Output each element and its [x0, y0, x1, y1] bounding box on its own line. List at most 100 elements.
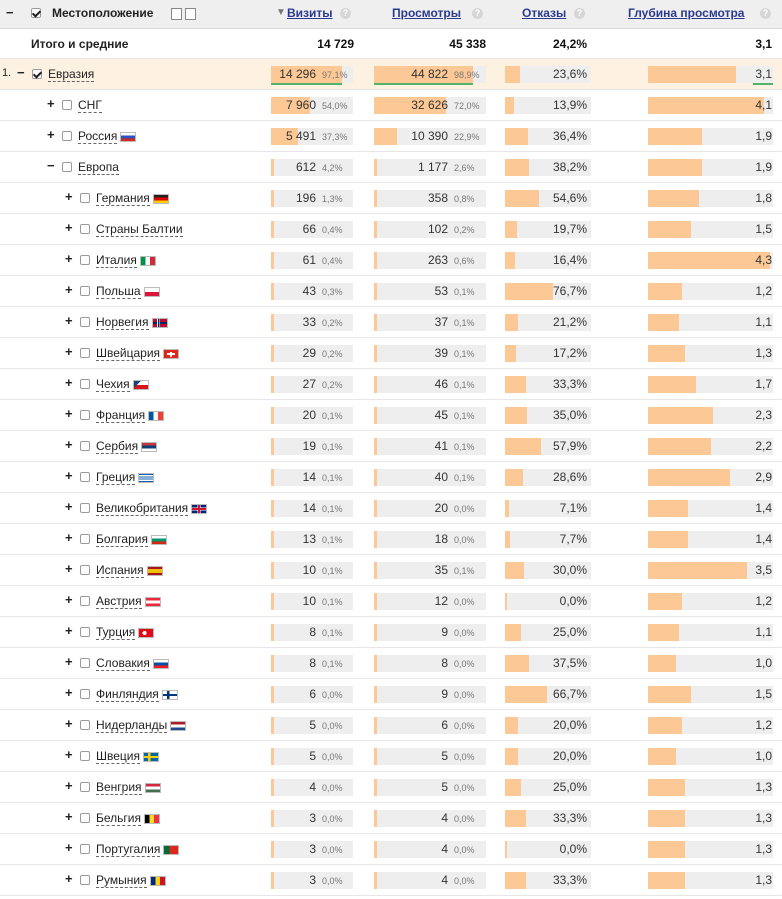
- table-row[interactable]: + Нидерланды 5 0,0% 6 0,0% 20,0% 1,2: [0, 710, 782, 741]
- table-row[interactable]: + СНГ 7 960 54,0% 32 626 72,0% 13,9% 4,1: [0, 90, 782, 121]
- row-checkbox[interactable]: [80, 813, 90, 823]
- expand-toggle[interactable]: +: [65, 685, 73, 700]
- row-checkbox[interactable]: [80, 689, 90, 699]
- expand-toggle[interactable]: +: [65, 530, 73, 545]
- location-name-link[interactable]: Италия: [96, 253, 137, 268]
- row-checkbox[interactable]: [80, 317, 90, 327]
- expand-toggle[interactable]: +: [65, 871, 73, 886]
- row-checkbox[interactable]: [80, 875, 90, 885]
- expand-toggle[interactable]: +: [65, 840, 73, 855]
- table-view-icon[interactable]: [185, 8, 196, 20]
- collapse-all-toggle[interactable]: −: [6, 5, 14, 20]
- location-name-link[interactable]: Турция: [96, 625, 136, 640]
- table-row[interactable]: + Франция 20 0,1% 45 0,1% 35,0% 2,3: [0, 400, 782, 431]
- location-name-link[interactable]: Австрия: [96, 594, 142, 609]
- row-checkbox[interactable]: [62, 131, 72, 141]
- expand-toggle[interactable]: +: [65, 809, 73, 824]
- export-icon[interactable]: [171, 8, 182, 20]
- row-checkbox[interactable]: [80, 379, 90, 389]
- help-icon[interactable]: ?: [574, 8, 585, 19]
- location-name-link[interactable]: Германия: [96, 191, 150, 206]
- row-checkbox[interactable]: [80, 844, 90, 854]
- help-icon[interactable]: ?: [340, 8, 351, 19]
- expand-toggle[interactable]: +: [65, 778, 73, 793]
- table-row[interactable]: + Чехия 27 0,2% 46 0,1% 33,3% 1,7: [0, 369, 782, 400]
- row-checkbox[interactable]: [80, 782, 90, 792]
- help-icon[interactable]: ?: [472, 8, 483, 19]
- row-checkbox[interactable]: [80, 751, 90, 761]
- location-name-link[interactable]: Россия: [78, 129, 118, 144]
- row-checkbox[interactable]: [80, 720, 90, 730]
- column-views-header[interactable]: Просмотры: [392, 6, 462, 20]
- expand-toggle[interactable]: +: [65, 282, 73, 297]
- location-name-link[interactable]: Португалия: [96, 842, 161, 857]
- row-checkbox[interactable]: [80, 627, 90, 637]
- expand-toggle[interactable]: +: [65, 406, 73, 421]
- location-name-link[interactable]: Румыния: [96, 873, 147, 888]
- row-checkbox[interactable]: [80, 565, 90, 575]
- expand-toggle[interactable]: +: [65, 344, 73, 359]
- expand-toggle[interactable]: +: [65, 747, 73, 762]
- expand-toggle[interactable]: +: [65, 499, 73, 514]
- table-row[interactable]: + Австрия 10 0,1% 12 0,0% 0,0% 1,2: [0, 586, 782, 617]
- expand-toggle[interactable]: +: [65, 251, 73, 266]
- row-checkbox[interactable]: [80, 441, 90, 451]
- location-name-link[interactable]: Норвегия: [96, 315, 149, 330]
- row-checkbox[interactable]: [80, 410, 90, 420]
- location-name-link[interactable]: Чехия: [96, 377, 130, 392]
- table-row[interactable]: + Турция 8 0,1% 9 0,0% 25,0% 1,1: [0, 617, 782, 648]
- table-row[interactable]: + Швейцария 29 0,2% 39 0,1% 17,2% 1,3: [0, 338, 782, 369]
- table-row[interactable]: + Италия 61 0,4% 263 0,6% 16,4% 4,3: [0, 245, 782, 276]
- table-row[interactable]: + Страны Балтии 66 0,4% 102 0,2% 19,7% 1,5: [0, 214, 782, 245]
- table-row[interactable]: + Испания 10 0,1% 35 0,1% 30,0% 3,5: [0, 555, 782, 586]
- expand-toggle[interactable]: −: [17, 65, 25, 80]
- location-name-link[interactable]: Швеция: [96, 749, 140, 764]
- table-row[interactable]: + Великобритания 14 0,1% 20 0,0% 7,1% 1,4: [0, 493, 782, 524]
- expand-toggle[interactable]: +: [65, 623, 73, 638]
- location-name-link[interactable]: Испания: [96, 563, 144, 578]
- table-row[interactable]: − Европа 612 4,2% 1 177 2,6% 38,2% 1,9: [0, 152, 782, 183]
- location-name-link[interactable]: Нидерланды: [96, 718, 168, 733]
- table-row[interactable]: + Сербия 19 0,1% 41 0,1% 57,9% 2,2: [0, 431, 782, 462]
- row-checkbox[interactable]: [80, 193, 90, 203]
- row-checkbox[interactable]: [80, 503, 90, 513]
- location-name-link[interactable]: Страны Балтии: [96, 222, 183, 237]
- location-name-link[interactable]: СНГ: [78, 98, 102, 113]
- location-name-link[interactable]: Греция: [96, 470, 136, 485]
- location-name-link[interactable]: Бельгия: [96, 811, 141, 826]
- table-row[interactable]: + Греция 14 0,1% 40 0,1% 28,6% 2,9: [0, 462, 782, 493]
- expand-toggle[interactable]: −: [47, 158, 55, 173]
- help-icon[interactable]: ?: [760, 8, 771, 19]
- location-name-link[interactable]: Европа: [78, 160, 119, 175]
- expand-toggle[interactable]: +: [65, 654, 73, 669]
- table-row[interactable]: + Болгария 13 0,1% 18 0,0% 7,7% 1,4: [0, 524, 782, 555]
- row-checkbox[interactable]: [80, 255, 90, 265]
- row-checkbox[interactable]: [80, 286, 90, 296]
- expand-toggle[interactable]: +: [65, 468, 73, 483]
- expand-toggle[interactable]: +: [47, 127, 55, 142]
- row-checkbox[interactable]: [62, 162, 72, 172]
- table-row[interactable]: + Норвегия 33 0,2% 37 0,1% 21,2% 1,1: [0, 307, 782, 338]
- location-name-link[interactable]: Венгрия: [96, 780, 142, 795]
- location-name-link[interactable]: Сербия: [96, 439, 139, 454]
- expand-toggle[interactable]: +: [65, 220, 73, 235]
- row-checkbox[interactable]: [62, 100, 72, 110]
- location-name-link[interactable]: Финляндия: [96, 687, 159, 702]
- column-depth-header[interactable]: Глубина просмотра: [628, 6, 745, 20]
- row-checkbox[interactable]: [80, 472, 90, 482]
- row-checkbox[interactable]: [80, 596, 90, 606]
- table-row[interactable]: + Россия 5 491 37,3% 10 390 22,9% 36,4% 1,9: [0, 121, 782, 152]
- table-row[interactable]: + Венгрия 4 0,0% 5 0,0% 25,0% 1,3: [0, 772, 782, 803]
- location-name-link[interactable]: Словакия: [96, 656, 150, 671]
- row-checkbox[interactable]: [80, 348, 90, 358]
- expand-toggle[interactable]: +: [65, 716, 73, 731]
- row-checkbox[interactable]: [80, 224, 90, 234]
- table-row[interactable]: + Португалия 3 0,0% 4 0,0% 0,0% 1,3: [0, 834, 782, 865]
- table-row[interactable]: + Бельгия 3 0,0% 4 0,0% 33,3% 1,3: [0, 803, 782, 834]
- location-name-link[interactable]: Евразия: [48, 67, 95, 82]
- expand-toggle[interactable]: +: [65, 561, 73, 576]
- expand-toggle[interactable]: +: [65, 313, 73, 328]
- location-name-link[interactable]: Швейцария: [96, 346, 161, 361]
- table-row[interactable]: + Финляндия 6 0,0% 9 0,0% 66,7% 1,5: [0, 679, 782, 710]
- expand-toggle[interactable]: +: [47, 96, 55, 111]
